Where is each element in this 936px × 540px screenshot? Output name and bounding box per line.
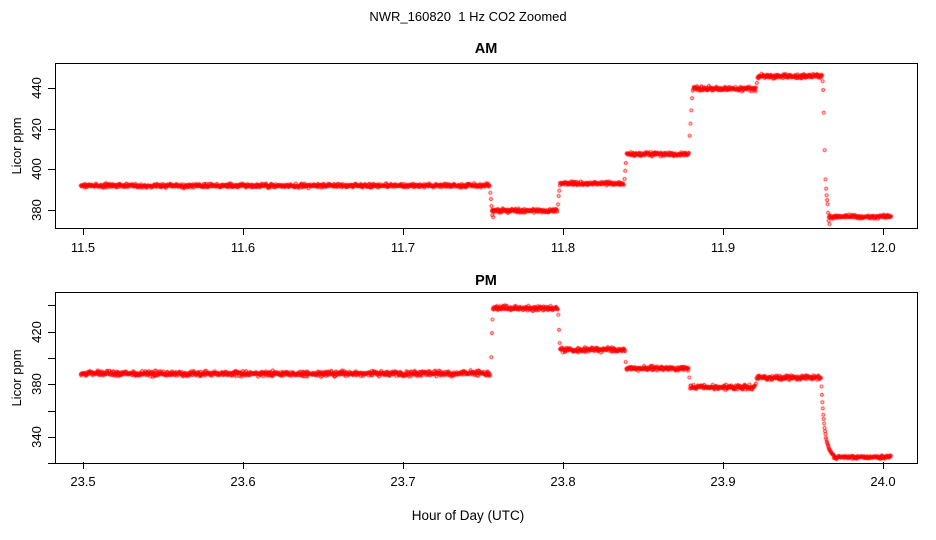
pm-y-tick-mark (48, 384, 55, 385)
am-y-tick-mark (48, 169, 55, 170)
pm-y-axis-label: Licor ppm (9, 349, 24, 407)
am-x-tick-label: 11.5 (70, 240, 96, 255)
am-y-tick-mark (48, 129, 55, 130)
pm-x-tick-label: 23.5 (70, 474, 96, 489)
pm-panel-title: PM (475, 273, 497, 289)
am-x-tick-label: 11.9 (710, 240, 736, 255)
pm-y-tick-mark (48, 332, 55, 333)
pm-y-tick-label: 380 (29, 373, 44, 395)
am-x-tick-mark (243, 228, 244, 235)
am-y-tick-mark (48, 210, 55, 211)
pm-x-tick-mark (243, 462, 244, 469)
am-x-tick-mark (883, 228, 884, 235)
am-x-tick-label: 12.0 (870, 240, 896, 255)
am-x-tick-label: 11.7 (390, 240, 416, 255)
am-x-tick-mark (403, 228, 404, 235)
x-axis-label: Hour of Day (UTC) (411, 508, 525, 523)
pm-y-tick-mark (48, 305, 55, 306)
pm-y-tick-mark (48, 358, 55, 359)
pm-scatter-canvas (56, 293, 918, 463)
am-x-tick-label: 11.6 (230, 240, 256, 255)
am-x-tick-mark (723, 228, 724, 235)
pm-x-tick-mark (563, 462, 564, 469)
pm-y-tick-mark (48, 437, 55, 438)
am-y-axis-label: Licor ppm (9, 117, 24, 175)
pm-x-tick-label: 23.8 (550, 474, 576, 489)
pm-x-tick-label: 23.9 (710, 474, 736, 489)
pm-plot-area (55, 292, 918, 464)
am-plot-area (55, 63, 918, 229)
pm-x-tick-mark (883, 462, 884, 469)
pm-x-tick-label: 23.7 (390, 474, 416, 489)
am-scatter-canvas (56, 64, 918, 229)
pm-y-tick-mark (48, 411, 55, 412)
pm-x-tick-label: 23.6 (230, 474, 256, 489)
pm-x-tick-mark (723, 462, 724, 469)
pm-x-tick-mark (403, 462, 404, 469)
am-x-tick-label: 11.8 (550, 240, 576, 255)
pm-y-tick-label: 420 (29, 321, 44, 343)
pm-y-tick-label: 340 (29, 426, 44, 448)
pm-y-tick-mark (48, 463, 55, 464)
am-y-tick-mark (48, 88, 55, 89)
am-x-tick-mark (83, 228, 84, 235)
am-x-tick-mark (563, 228, 564, 235)
figure-title: NWR_160820 1 Hz CO2 Zoomed (369, 9, 567, 24)
am-panel-title: AM (474, 41, 498, 57)
pm-x-tick-mark (83, 462, 84, 469)
pm-x-tick-label: 24.0 (870, 474, 896, 489)
am-y-tick-label: 440 (29, 77, 44, 99)
